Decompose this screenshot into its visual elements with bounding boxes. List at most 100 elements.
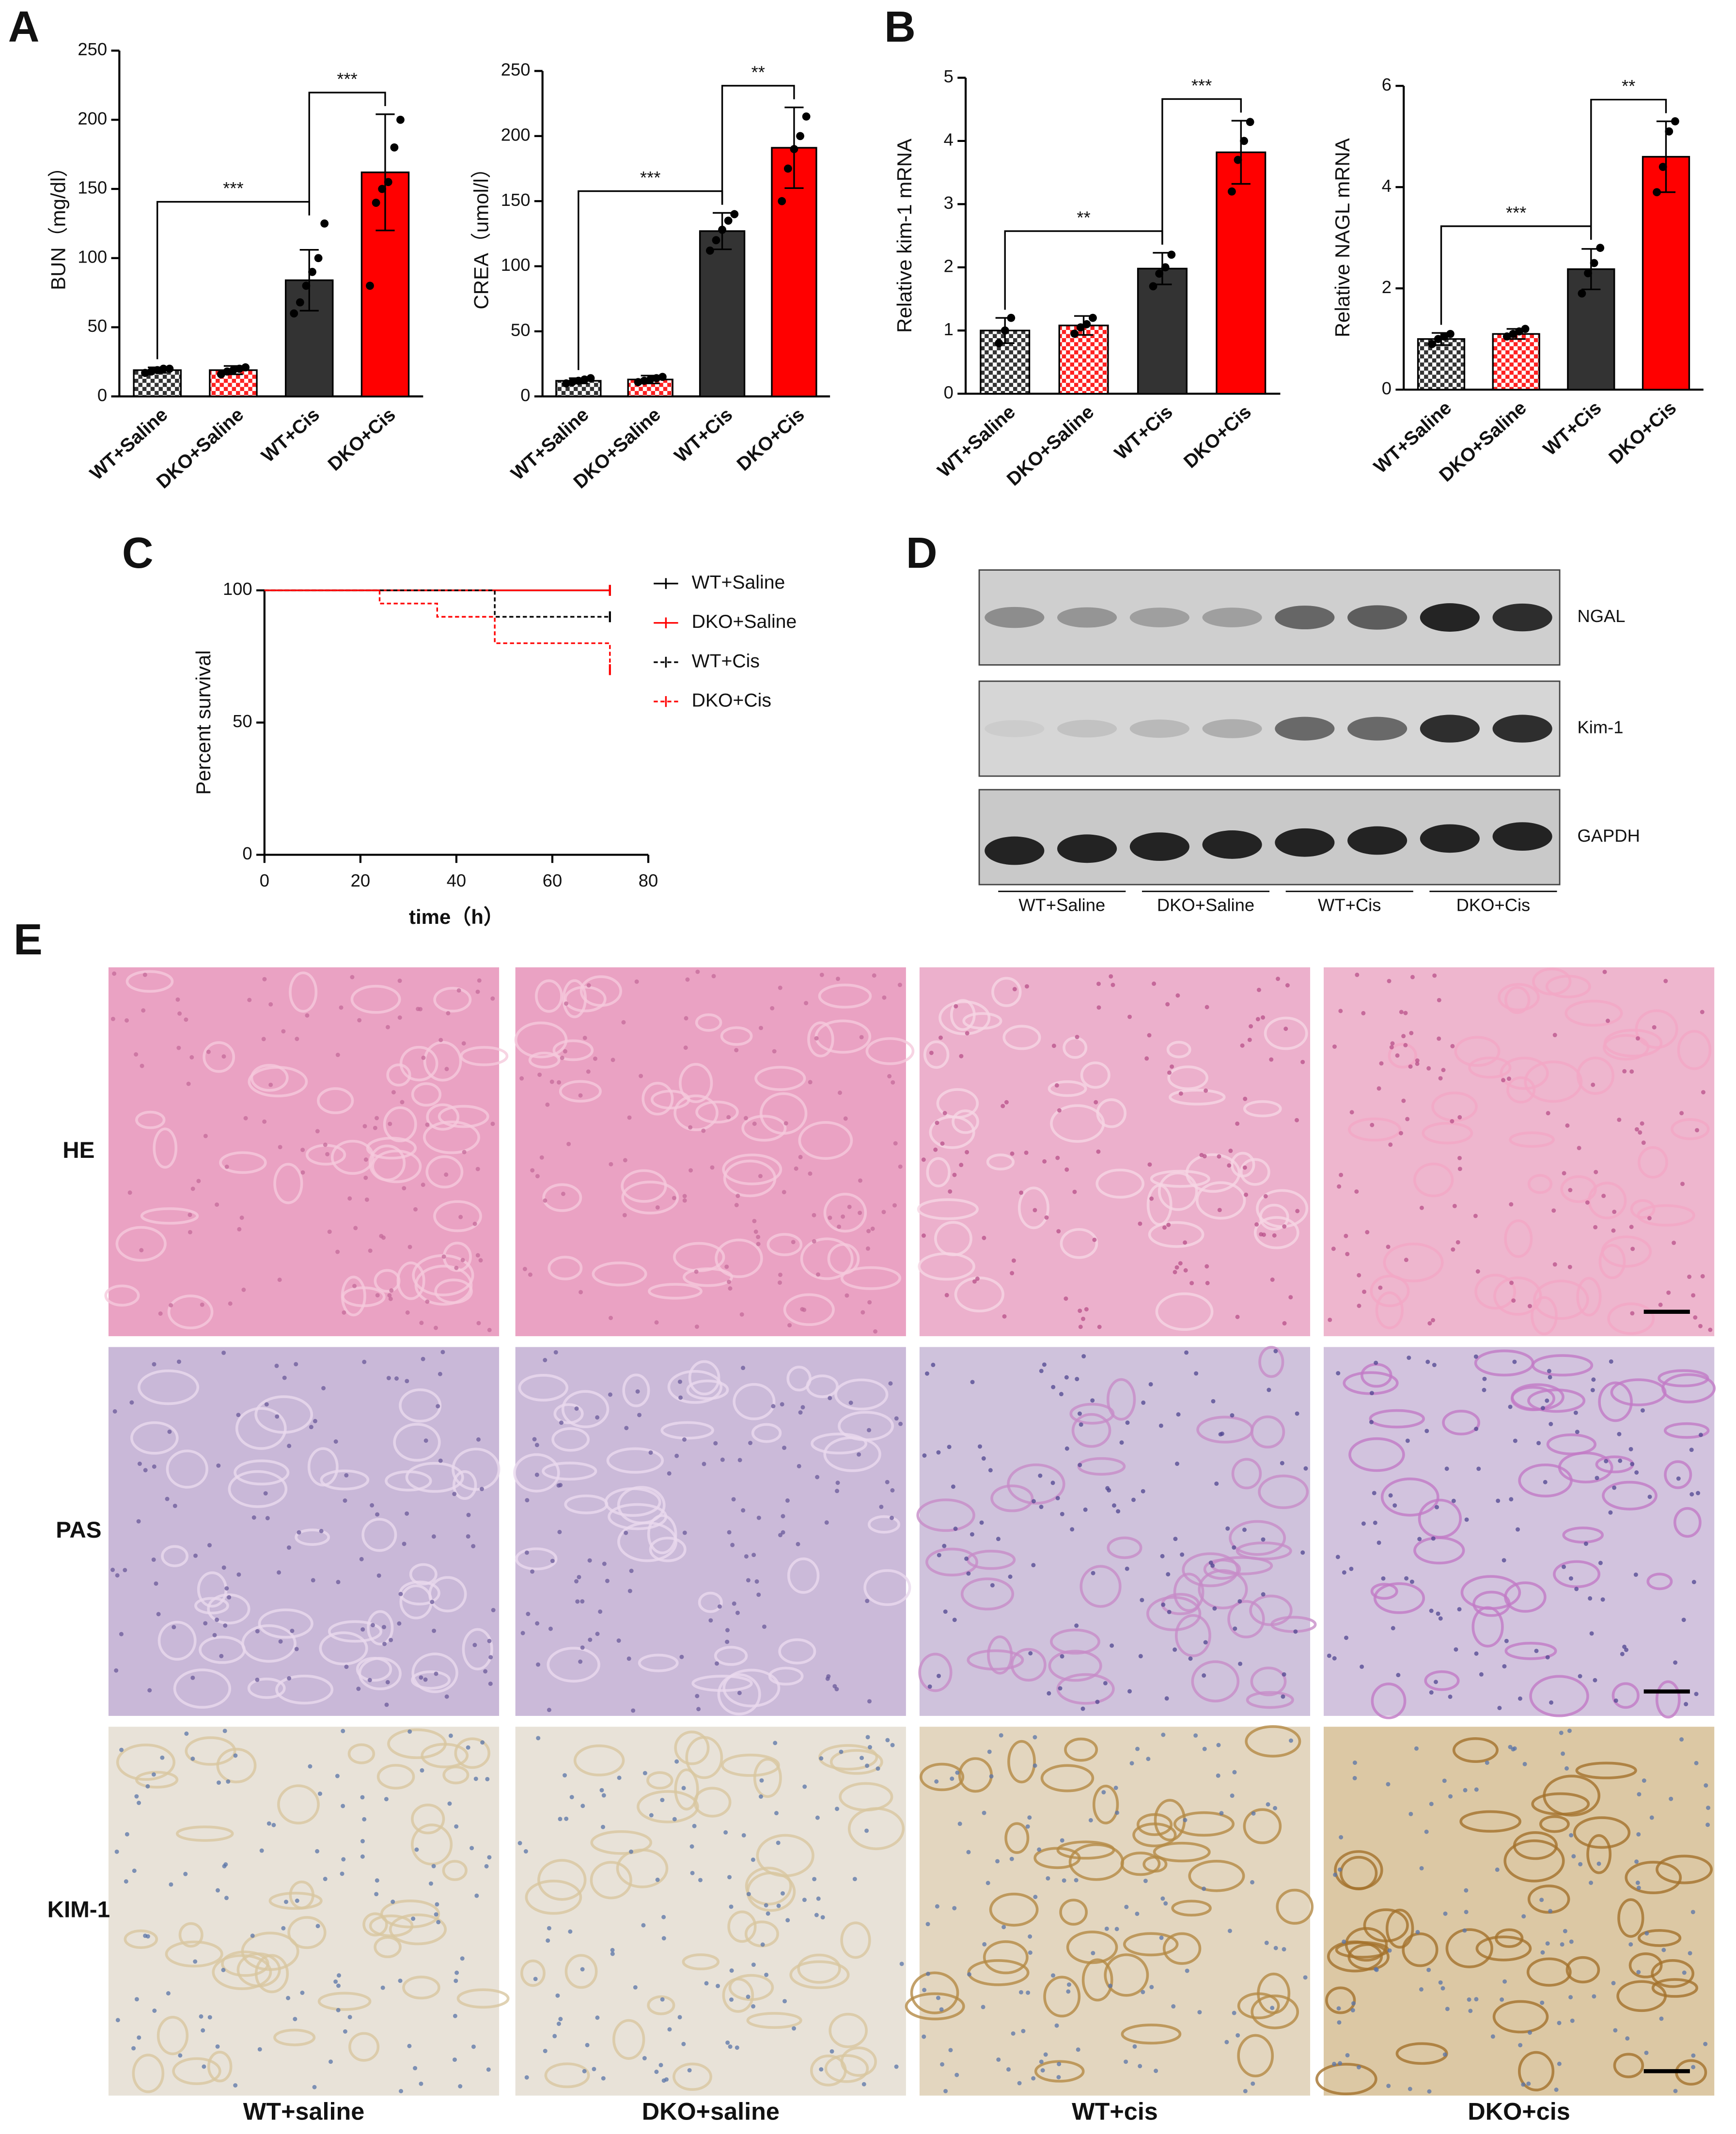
tissue-nucleus [1158, 1423, 1163, 1428]
tissue-tubule [1315, 2063, 1377, 2096]
tissue-nucleus [143, 1933, 148, 1938]
tissue-tubule [1033, 1847, 1081, 1869]
tissue-tubule [547, 1256, 583, 1280]
tissue-nucleus [418, 1007, 423, 1012]
tissue-nucleus [861, 2082, 866, 2087]
x-tick-label: 40 [447, 871, 466, 890]
tissue-nucleus [156, 1612, 161, 1617]
tissue-tubule [683, 1267, 734, 1287]
tissue-nucleus [729, 1997, 734, 2002]
tissue-nucleus [808, 1171, 813, 1176]
tissue-nucleus [1419, 1866, 1424, 1870]
tissue-nucleus [948, 1189, 953, 1194]
tissue-nucleus [359, 1557, 364, 1561]
tissue-tubule [1173, 1811, 1235, 1837]
data-point [1515, 327, 1523, 336]
tissue-nucleus [475, 1167, 480, 1171]
tissue-nucleus [196, 1179, 201, 1184]
tissue-nucleus [778, 1272, 782, 1277]
tissue-nucleus [1124, 1904, 1129, 1909]
tissue-nucleus [1395, 1053, 1400, 1058]
tissue-nucleus [1476, 1466, 1481, 1471]
tissue-nucleus [1074, 1623, 1079, 1628]
tissue-tubule [865, 1037, 915, 1065]
tissue-nucleus [1025, 1824, 1030, 1829]
tissue-nucleus [397, 979, 402, 983]
tissue-tubule [1385, 1908, 1414, 1949]
tissue-nucleus [1345, 2053, 1350, 2057]
tissue-nucleus [1374, 1967, 1379, 1972]
legend-label: WT+Cis [692, 651, 760, 671]
tissue-nucleus [1243, 1096, 1248, 1101]
tissue-nucleus [999, 1733, 1003, 1738]
tissue-nucleus [328, 2059, 333, 2064]
tissue-nucleus [428, 1881, 433, 1886]
tissue-tubule [637, 1790, 699, 1823]
tissue-nucleus [937, 1673, 941, 1678]
tissue-nucleus [838, 1090, 842, 1095]
y-tick-label: 200 [501, 125, 531, 144]
tissue-nucleus [1332, 1656, 1337, 1661]
y-axis-label: Percent survival [192, 650, 215, 795]
tissue-nucleus [421, 1183, 425, 1187]
tissue-nucleus [1543, 1480, 1548, 1484]
tissue-nucleus [1506, 1076, 1511, 1081]
tissue-nucleus [1047, 1691, 1051, 1696]
tissue-tubule [1068, 1843, 1125, 1881]
tissue-tubule [1468, 1056, 1512, 1079]
tissue-nucleus [217, 1780, 221, 1785]
tissue-nucleus [123, 1568, 127, 1573]
y-tick-label: 3 [944, 193, 954, 213]
tissue-nucleus [1463, 1788, 1468, 1792]
tissue-nucleus [639, 1074, 643, 1078]
tissue-nucleus [937, 1553, 941, 1558]
tissue-nucleus [601, 1793, 606, 1798]
tissue-nucleus [236, 1413, 241, 1417]
tissue-tubule [1153, 1841, 1211, 1863]
tissue-nucleus [1166, 1572, 1171, 1577]
tissue-tubule [399, 1045, 438, 1082]
blot-band [1347, 717, 1408, 741]
tissue-nucleus [787, 1323, 792, 1328]
tissue-nucleus [1561, 1751, 1565, 1756]
data-point [296, 298, 304, 307]
tissue-nucleus [1293, 1629, 1298, 1634]
tissue-nucleus [1635, 1036, 1640, 1041]
tissue-nucleus [1184, 1350, 1189, 1355]
tissue-nucleus [398, 1978, 403, 1983]
tissue-tubule [1250, 1667, 1287, 1697]
tissue-tubule [1526, 1957, 1572, 1987]
data-point [1434, 335, 1442, 343]
tissue-nucleus [206, 1049, 211, 1054]
tissue-nucleus [729, 1904, 734, 1909]
tissue-nucleus [682, 1194, 687, 1199]
tissue-tubule [1171, 1900, 1212, 1917]
tissue-nucleus [839, 1749, 844, 1754]
tissue-nucleus [134, 1794, 139, 1799]
tissue-nucleus [865, 1735, 870, 1740]
tissue-nucleus [935, 1121, 939, 1125]
tissue-nucleus [661, 1915, 666, 1919]
tissue-nucleus [964, 1556, 969, 1561]
tissue-nucleus [446, 1011, 451, 1015]
tissue-nucleus [678, 1395, 683, 1400]
tissue-tubule [863, 1569, 911, 1606]
tissue-nucleus [473, 1776, 478, 1781]
tissue-nucleus [1060, 1511, 1064, 1516]
tissue-nucleus [1027, 1815, 1032, 1820]
tissue-tubule [1635, 1009, 1678, 1049]
x-tick-label: 0 [260, 871, 269, 890]
tissue-nucleus [1591, 1082, 1595, 1087]
tissue-tubule [1452, 1737, 1499, 1763]
tissue-nucleus [1588, 1596, 1593, 1601]
tissue-nucleus [879, 1504, 884, 1509]
tissue-nucleus [1457, 1155, 1462, 1160]
tissue-nucleus [335, 1774, 340, 1778]
tissue-nucleus [1504, 1638, 1509, 1643]
tissue-nucleus [1596, 1861, 1601, 1866]
tissue-nucleus [333, 1439, 338, 1444]
tissue-nucleus [1644, 2050, 1649, 2055]
tissue-nucleus [1110, 1643, 1114, 1648]
tissue-nucleus [759, 1026, 764, 1030]
tissue-nucleus [1539, 1898, 1544, 1902]
